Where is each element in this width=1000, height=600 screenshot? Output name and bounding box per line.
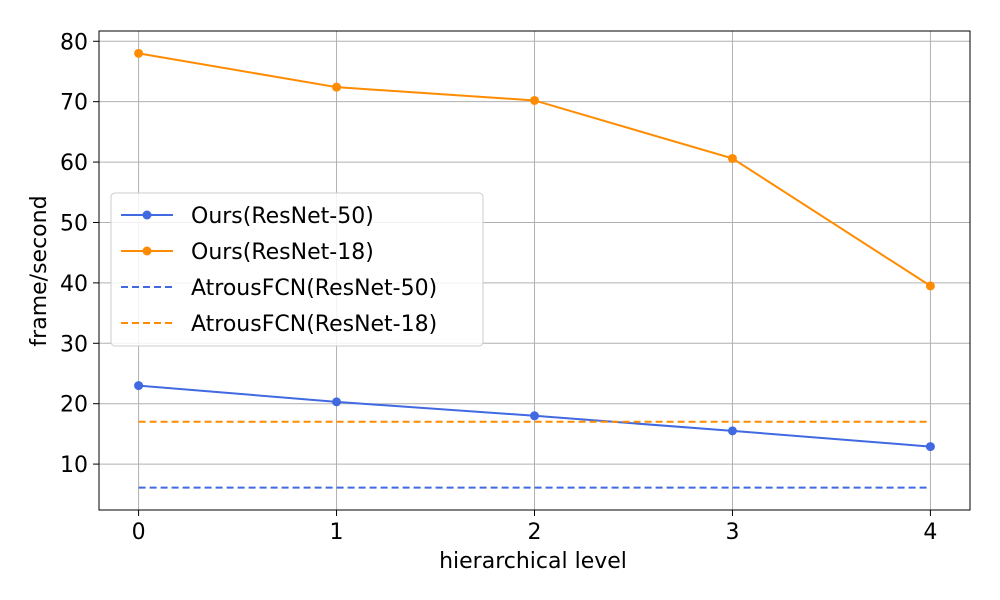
y-tick-label: 20 bbox=[60, 393, 88, 418]
data-point bbox=[925, 442, 935, 452]
legend-label: AtrousFCN(ResNet-18) bbox=[191, 312, 437, 337]
x-tick-label: 0 bbox=[132, 520, 146, 545]
y-tick-label: 60 bbox=[60, 151, 88, 176]
x-tick-label: 3 bbox=[725, 520, 739, 545]
y-tick-label: 50 bbox=[60, 211, 88, 236]
data-point bbox=[925, 281, 935, 291]
plot-series bbox=[134, 48, 935, 489]
data-point bbox=[727, 426, 737, 436]
legend-entry: AtrousFCN(ResNet-50) bbox=[121, 276, 437, 301]
legend-marker bbox=[142, 210, 152, 220]
y-tick-label: 30 bbox=[60, 332, 88, 357]
data-point bbox=[134, 48, 144, 58]
x-axis-ticks: 0 1 2 3 4 bbox=[132, 510, 937, 545]
x-tick-label: 1 bbox=[330, 520, 344, 545]
legend-marker bbox=[142, 246, 152, 256]
grid-lines bbox=[99, 31, 970, 510]
x-axis-label: hierarchical level bbox=[439, 549, 627, 574]
data-point bbox=[530, 95, 539, 105]
y-axis-label: frame/second bbox=[27, 195, 52, 346]
x-tick-label: 4 bbox=[923, 520, 937, 545]
legend-entry: Ours(ResNet-50) bbox=[121, 204, 374, 229]
legend-entry: Ours(ResNet-18) bbox=[121, 240, 374, 265]
y-axis-ticks: 10 20 30 40 50 60 70 80 bbox=[60, 30, 99, 478]
data-point bbox=[727, 153, 737, 163]
legend-entry: AtrousFCN(ResNet-18) bbox=[121, 312, 437, 337]
legend-label: Ours(ResNet-18) bbox=[191, 240, 374, 265]
data-point bbox=[530, 411, 539, 421]
legend: Ours(ResNet-50) Ours(ResNet-18) AtrousFCN(… bbox=[110, 192, 484, 347]
legend-label: AtrousFCN(ResNet-50) bbox=[191, 276, 437, 301]
y-tick-label: 40 bbox=[60, 272, 88, 297]
data-point bbox=[332, 82, 342, 92]
series-1 bbox=[134, 381, 935, 452]
data-point bbox=[332, 397, 342, 407]
series-2 bbox=[134, 48, 935, 291]
y-tick-label: 70 bbox=[60, 91, 88, 116]
x-tick-label: 2 bbox=[528, 520, 542, 545]
legend-label: Ours(ResNet-50) bbox=[191, 204, 374, 229]
y-tick-label: 10 bbox=[60, 453, 88, 478]
legend-box bbox=[110, 192, 484, 347]
y-tick-label: 80 bbox=[60, 30, 88, 55]
data-point bbox=[134, 381, 144, 391]
